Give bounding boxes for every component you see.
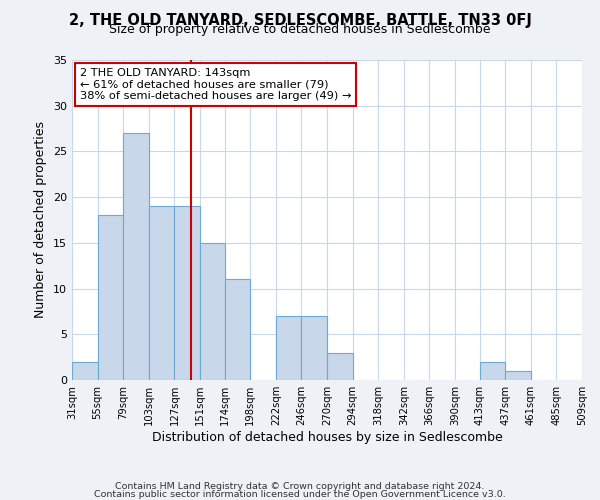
Bar — [301, 316, 327, 380]
Y-axis label: Number of detached properties: Number of detached properties — [34, 122, 47, 318]
Bar — [175, 206, 200, 380]
Bar — [505, 371, 531, 380]
Bar — [98, 216, 123, 380]
Bar — [224, 280, 250, 380]
Text: Contains HM Land Registry data © Crown copyright and database right 2024.: Contains HM Land Registry data © Crown c… — [115, 482, 485, 491]
Text: Contains public sector information licensed under the Open Government Licence v3: Contains public sector information licen… — [94, 490, 506, 499]
Text: 2 THE OLD TANYARD: 143sqm
← 61% of detached houses are smaller (79)
38% of semi-: 2 THE OLD TANYARD: 143sqm ← 61% of detac… — [80, 68, 351, 101]
Text: Size of property relative to detached houses in Sedlescombe: Size of property relative to detached ho… — [109, 22, 491, 36]
Bar — [123, 133, 149, 380]
Bar — [149, 206, 175, 380]
Bar — [200, 243, 224, 380]
Bar — [327, 352, 353, 380]
X-axis label: Distribution of detached houses by size in Sedlescombe: Distribution of detached houses by size … — [152, 431, 502, 444]
Bar — [72, 362, 98, 380]
Bar — [479, 362, 505, 380]
Text: 2, THE OLD TANYARD, SEDLESCOMBE, BATTLE, TN33 0FJ: 2, THE OLD TANYARD, SEDLESCOMBE, BATTLE,… — [68, 12, 532, 28]
Bar — [276, 316, 301, 380]
